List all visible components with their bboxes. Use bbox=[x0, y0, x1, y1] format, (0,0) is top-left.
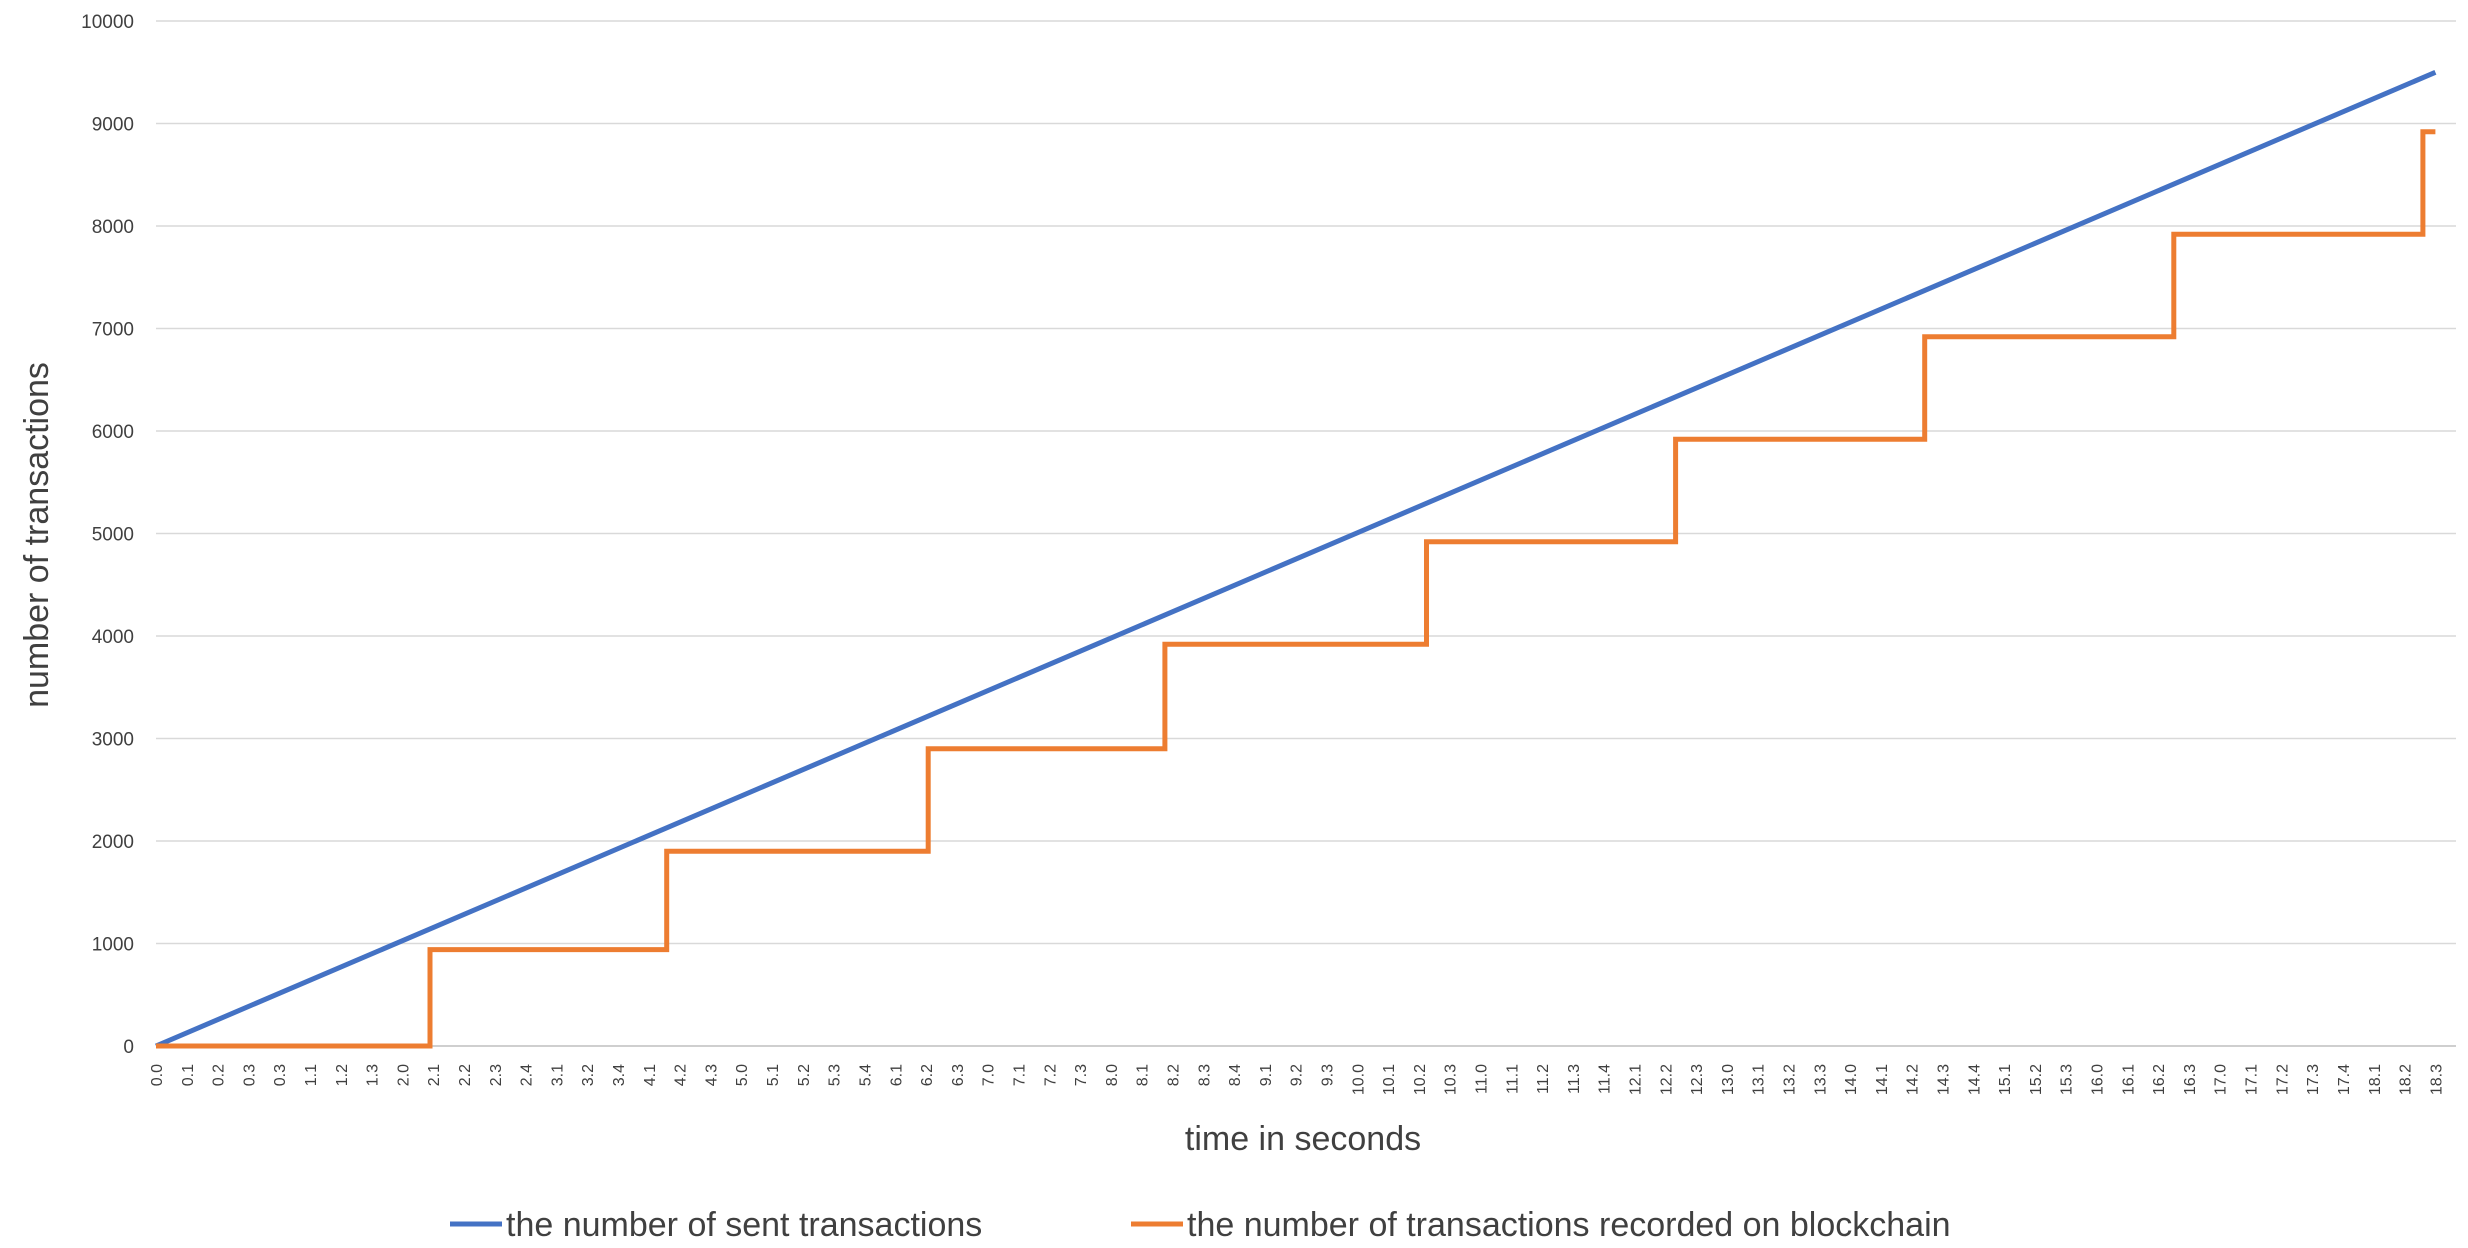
x-tick-label: 17.4 bbox=[2336, 1064, 2353, 1095]
x-tick-label: 11.1 bbox=[1504, 1064, 1521, 1094]
x-tick-label: 1.2 bbox=[334, 1064, 351, 1086]
x-tick-label: 14.0 bbox=[1843, 1064, 1860, 1095]
x-tick-label: 18.1 bbox=[2367, 1064, 2384, 1095]
x-tick-label: 4.3 bbox=[703, 1064, 720, 1086]
x-tick-label: 13.1 bbox=[1751, 1064, 1768, 1095]
y-tick-label: 7000 bbox=[92, 320, 134, 341]
x-tick-label: 12.1 bbox=[1628, 1064, 1645, 1095]
y-tick-label: 5000 bbox=[92, 525, 134, 546]
x-tick-label: 9.2 bbox=[1289, 1064, 1306, 1086]
x-tick-label: 5.1 bbox=[765, 1064, 782, 1086]
x-tick-label: 13.0 bbox=[1720, 1064, 1737, 1095]
x-tick-label: 10.3 bbox=[1443, 1064, 1460, 1095]
y-tick-label: 9000 bbox=[92, 115, 134, 136]
y-tick-label: 2000 bbox=[92, 832, 134, 853]
x-tick-label: 6.1 bbox=[888, 1064, 905, 1086]
x-tick-label: 14.1 bbox=[1874, 1064, 1891, 1095]
x-tick-label: 10.1 bbox=[1381, 1064, 1398, 1095]
x-tick-label: 16.0 bbox=[2090, 1064, 2107, 1095]
x-tick-label: 3.4 bbox=[611, 1064, 628, 1086]
x-tick-label: 6.2 bbox=[919, 1064, 936, 1086]
x-tick-label: 0.3 bbox=[241, 1064, 258, 1086]
x-tick-label: 5.3 bbox=[827, 1064, 844, 1086]
x-tick-label: 1.1 bbox=[303, 1064, 320, 1086]
series-lines bbox=[155, 70, 2437, 1049]
x-tick-label: 16.3 bbox=[2182, 1064, 2199, 1095]
x-tick-label: 5.0 bbox=[734, 1064, 751, 1086]
x-tick-label: 8.0 bbox=[1104, 1064, 1121, 1086]
x-tick-label: 1.3 bbox=[365, 1064, 382, 1086]
x-tick-label: 2.3 bbox=[488, 1064, 505, 1086]
x-tick-label: 7.1 bbox=[1011, 1064, 1028, 1086]
x-tick-label: 10.0 bbox=[1350, 1064, 1367, 1095]
series-line-2 bbox=[156, 129, 2436, 1049]
x-tick-label: 0.1 bbox=[180, 1064, 197, 1086]
x-tick-label: 4.2 bbox=[673, 1064, 690, 1086]
x-tick-label: 13.3 bbox=[1812, 1064, 1829, 1095]
x-tick-label: 15.2 bbox=[2028, 1064, 2045, 1095]
x-tick-label: 9.1 bbox=[1258, 1064, 1275, 1086]
x-tick-label: 9.3 bbox=[1319, 1064, 1336, 1086]
y-tick-label: 1000 bbox=[92, 935, 134, 956]
x-tick-label: 2.4 bbox=[519, 1064, 536, 1086]
y-tick-label: 6000 bbox=[92, 422, 134, 443]
x-tick-label: 8.1 bbox=[1135, 1064, 1152, 1086]
y-tick-label: 4000 bbox=[92, 627, 134, 648]
x-tick-label: 11.3 bbox=[1566, 1064, 1583, 1094]
x-tick-label: 14.2 bbox=[1905, 1064, 1922, 1095]
x-tick-label: 3.1 bbox=[549, 1064, 566, 1086]
x-tick-label: 17.1 bbox=[2244, 1064, 2261, 1095]
y-tick-label: 0 bbox=[123, 1037, 134, 1058]
x-tick-label: 0.2 bbox=[211, 1064, 228, 1086]
x-tick-label: 16.2 bbox=[2151, 1064, 2168, 1095]
x-tick-label: 15.1 bbox=[1997, 1064, 2014, 1095]
x-tick-label: 17.2 bbox=[2274, 1064, 2291, 1095]
x-tick-label: 0.0 bbox=[149, 1064, 166, 1086]
legend-label-1: the number of sent transactions bbox=[506, 1206, 982, 1244]
x-tick-label: 8.2 bbox=[1165, 1064, 1182, 1086]
x-tick-label: 12.3 bbox=[1689, 1064, 1706, 1095]
legend: the number of sent transactions the numbe… bbox=[450, 1206, 1951, 1244]
y-axis-ticks: 0 1000 2000 3000 4000 5000 6000 7000 8000 9000 100… bbox=[81, 12, 134, 1058]
x-tick-label: 13.2 bbox=[1782, 1064, 1799, 1095]
x-tick-label: 18.2 bbox=[2398, 1064, 2415, 1095]
x-tick-label: 5.4 bbox=[857, 1064, 874, 1086]
x-tick-label: 11.2 bbox=[1535, 1064, 1552, 1094]
x-tick-label: 4.1 bbox=[642, 1064, 659, 1086]
x-tick-label: 14.4 bbox=[1966, 1064, 1983, 1095]
x-tick-label: 18.3 bbox=[2428, 1064, 2445, 1095]
x-tick-label: 8.4 bbox=[1227, 1064, 1244, 1086]
x-tick-label: 6.3 bbox=[950, 1064, 967, 1086]
y-axis-title: number of transactions bbox=[18, 362, 56, 708]
x-tick-label: 11.4 bbox=[1597, 1064, 1614, 1094]
x-tick-label: 10.2 bbox=[1412, 1064, 1429, 1095]
x-tick-label: 3.2 bbox=[580, 1064, 597, 1086]
y-tick-label: 8000 bbox=[92, 217, 134, 238]
x-tick-label: 2.0 bbox=[395, 1064, 412, 1086]
x-tick-label: 17.3 bbox=[2305, 1064, 2322, 1095]
x-tick-label: 7.0 bbox=[981, 1064, 998, 1086]
x-tick-label: 17.0 bbox=[2213, 1064, 2230, 1095]
x-tick-label: 2.1 bbox=[426, 1064, 443, 1086]
series-line-1 bbox=[155, 70, 2437, 1049]
gridlines bbox=[156, 20, 2456, 1047]
x-axis-title: time in seconds bbox=[1185, 1120, 1421, 1158]
x-tick-label: 11.0 bbox=[1473, 1064, 1490, 1094]
x-tick-label: 0.3 bbox=[272, 1064, 289, 1086]
x-tick-label: 15.3 bbox=[2059, 1064, 2076, 1095]
x-axis-ticks: 0.0 0.1 0.2 0.3 0.3 1.1 1.2 1.3 2.0 2.1 2.2 2.3 2.4 3… bbox=[149, 1064, 2445, 1095]
x-tick-label: 7.3 bbox=[1073, 1064, 1090, 1086]
x-tick-label: 8.3 bbox=[1196, 1064, 1213, 1086]
y-tick-label: 3000 bbox=[92, 730, 134, 751]
legend-label-2: the number of transactions recorded on b… bbox=[1187, 1206, 1951, 1244]
y-tick-label: 10000 bbox=[81, 12, 134, 33]
x-tick-label: 14.3 bbox=[1936, 1064, 1953, 1095]
x-tick-label: 7.2 bbox=[1042, 1064, 1059, 1086]
x-tick-label: 12.2 bbox=[1658, 1064, 1675, 1095]
x-tick-label: 16.1 bbox=[2120, 1064, 2137, 1095]
x-tick-label: 2.2 bbox=[457, 1064, 474, 1086]
x-tick-label: 5.2 bbox=[796, 1064, 813, 1086]
